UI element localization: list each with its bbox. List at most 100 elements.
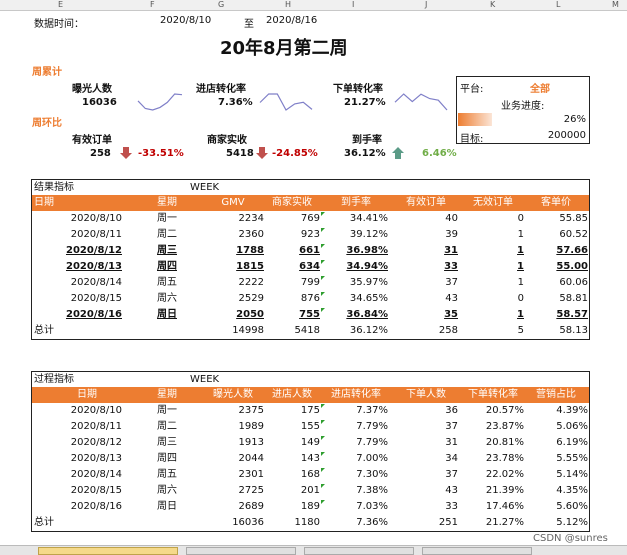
total-cell[interactable]: 1180 — [294, 517, 320, 528]
total-cell[interactable]: 总计 — [34, 325, 54, 336]
column-header[interactable]: 日期 — [34, 197, 54, 208]
table-cell[interactable]: 2375 — [238, 405, 264, 416]
column-letter[interactable]: H — [285, 0, 292, 9]
table-cell[interactable]: 34.65% — [349, 293, 388, 304]
table-cell[interactable]: 43 — [445, 485, 458, 496]
column-letter[interactable]: K — [490, 0, 496, 9]
table-cell[interactable]: 2301 — [238, 469, 264, 480]
table-cell[interactable]: 2020/8/12 — [70, 437, 122, 448]
table-row[interactable]: 2020/8/13 周四 2044 143 7.00% 34 23.78% 5.55% — [32, 451, 589, 467]
table-cell[interactable]: 周四 — [157, 453, 177, 464]
table-cell[interactable]: 周三 — [157, 245, 177, 256]
table-cell[interactable]: 37 — [445, 421, 458, 432]
table-cell[interactable]: 2020/8/14 — [70, 469, 122, 480]
table-cell[interactable]: 769 — [300, 213, 320, 224]
sheet-tab[interactable] — [422, 547, 532, 555]
table-cell[interactable]: 876 — [300, 293, 320, 304]
table-cell[interactable]: 5.14% — [556, 469, 588, 480]
table-cell[interactable]: 2360 — [238, 229, 264, 240]
total-row[interactable]: 总计 14998 5418 36.12% 258 5 58.13 — [32, 323, 589, 339]
table-cell[interactable]: 36.84% — [346, 309, 388, 320]
column-header[interactable]: 商家实收 — [272, 197, 312, 208]
table-cell[interactable]: 5.06% — [556, 421, 588, 432]
table-cell[interactable]: 1 — [517, 261, 524, 272]
table-cell[interactable]: 21.39% — [485, 485, 524, 496]
column-letter[interactable]: M — [612, 0, 619, 9]
table-cell[interactable]: 周一 — [157, 405, 177, 416]
table-cell[interactable]: 1 — [517, 277, 524, 288]
table-cell[interactable]: 7.00% — [356, 453, 388, 464]
table-cell[interactable]: 2020/8/14 — [70, 277, 122, 288]
table-cell[interactable]: 17.46% — [485, 501, 524, 512]
total-cell[interactable]: 58.13 — [559, 325, 588, 336]
table-cell[interactable]: 周二 — [157, 421, 177, 432]
table-cell[interactable]: 43 — [445, 293, 458, 304]
date-to[interactable]: 2020/8/16 — [266, 15, 318, 26]
table-cell[interactable]: 周一 — [157, 213, 177, 224]
table-cell[interactable]: 39.12% — [349, 229, 388, 240]
table-cell[interactable]: 2050 — [236, 309, 264, 320]
date-from[interactable]: 2020/8/10 — [160, 15, 212, 26]
table-cell[interactable]: 34 — [445, 453, 458, 464]
table-row[interactable]: 2020/8/14 周五 2222 799 35.97% 37 1 60.06 — [32, 275, 589, 291]
column-letter[interactable]: I — [352, 0, 355, 9]
table-cell[interactable]: 1788 — [236, 245, 264, 256]
column-header[interactable]: 星期 — [157, 389, 177, 400]
total-cell[interactable]: 14998 — [232, 325, 264, 336]
table-cell[interactable]: 2020/8/10 — [70, 405, 122, 416]
table-cell[interactable]: 1 — [517, 309, 524, 320]
table-cell[interactable]: 36.98% — [346, 245, 388, 256]
table-cell[interactable]: 0 — [517, 293, 524, 304]
column-header[interactable]: 营销占比 — [536, 389, 576, 400]
table-row[interactable]: 2020/8/16 周日 2689 189 7.03% 33 17.46% 5.60% — [32, 499, 589, 515]
table-cell[interactable]: 2020/8/16 — [70, 501, 122, 512]
table-cell[interactable]: 周六 — [157, 485, 177, 496]
table-cell[interactable]: 2234 — [238, 213, 264, 224]
table-cell[interactable]: 55.00 — [556, 261, 588, 272]
column-header[interactable]: 下单人数 — [406, 389, 446, 400]
table-cell[interactable]: 2020/8/15 — [70, 485, 122, 496]
table-cell[interactable]: 149 — [300, 437, 320, 448]
column-header[interactable]: 进店转化率 — [331, 389, 381, 400]
total-cell[interactable]: 总计 — [34, 517, 54, 528]
table-cell[interactable]: 7.37% — [356, 405, 388, 416]
table-cell[interactable]: 189 — [300, 501, 320, 512]
table-cell[interactable]: 1 — [517, 245, 524, 256]
table-cell[interactable]: 923 — [300, 229, 320, 240]
column-header[interactable]: 无效订单 — [473, 197, 513, 208]
table-cell[interactable]: 2020/8/13 — [65, 261, 122, 272]
total-cell[interactable] — [142, 323, 192, 339]
table-cell[interactable]: 20.81% — [485, 437, 524, 448]
table-cell[interactable]: 7.79% — [356, 421, 388, 432]
table-row[interactable]: 2020/8/12 周三 1913 149 7.79% 31 20.81% 6.19% — [32, 435, 589, 451]
table-cell[interactable]: 23.78% — [485, 453, 524, 464]
table-row[interactable]: 2020/8/12 周三 1788 661 36.98% 31 1 57.66 — [32, 243, 589, 259]
sheet-tab[interactable] — [38, 547, 178, 555]
table-cell[interactable]: 2020/8/10 — [70, 213, 122, 224]
table-row[interactable]: 2020/8/10 周一 2234 769 34.41% 40 0 55.85 — [32, 211, 589, 227]
total-cell[interactable]: 7.36% — [356, 517, 388, 528]
table-cell[interactable]: 35 — [444, 309, 458, 320]
table-row[interactable]: 2020/8/16 周日 2050 755 36.84% 35 1 58.57 — [32, 307, 589, 323]
table-cell[interactable]: 31 — [445, 437, 458, 448]
table-cell[interactable]: 周日 — [157, 309, 177, 320]
table-cell[interactable]: 143 — [300, 453, 320, 464]
total-cell[interactable]: 5418 — [294, 325, 320, 336]
column-letter[interactable]: E — [58, 0, 64, 9]
table-cell[interactable]: 40 — [445, 213, 458, 224]
column-letter[interactable]: J — [425, 0, 428, 9]
column-header[interactable]: 日期 — [77, 389, 97, 400]
table-cell[interactable]: 2020/8/11 — [70, 421, 122, 432]
column-header[interactable]: GMV — [221, 197, 245, 208]
table-cell[interactable]: 1913 — [238, 437, 264, 448]
table-cell[interactable]: 2020/8/12 — [65, 245, 122, 256]
total-cell[interactable]: 251 — [438, 517, 458, 528]
table-cell[interactable]: 0 — [517, 213, 524, 224]
table-row[interactable]: 2020/8/11 周二 1989 155 7.79% 37 23.87% 5.06% — [32, 419, 589, 435]
table-cell[interactable]: 55.85 — [559, 213, 588, 224]
table-cell[interactable]: 2020/8/16 — [65, 309, 122, 320]
table-cell[interactable]: 7.30% — [356, 469, 388, 480]
table-cell[interactable]: 7.38% — [356, 485, 388, 496]
sheet-tab[interactable] — [304, 547, 414, 555]
table-cell[interactable]: 周日 — [157, 501, 177, 512]
